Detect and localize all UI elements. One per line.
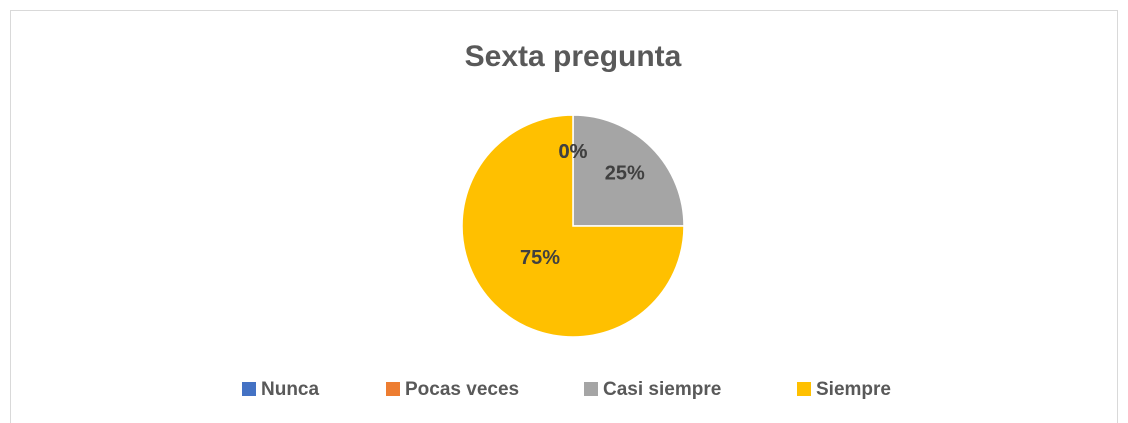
pie-slice <box>461 114 685 338</box>
legend-swatch <box>584 382 598 396</box>
legend-label: Pocas veces <box>405 379 519 400</box>
legend-label: Siempre <box>816 379 891 400</box>
legend-label: Nunca <box>261 379 320 400</box>
legend-swatch <box>386 382 400 396</box>
data-label: 25% <box>605 162 645 184</box>
pie-slice <box>572 114 685 227</box>
legend-swatch <box>797 382 811 396</box>
data-label: 0% <box>559 141 588 163</box>
legend-label: Casi siempre <box>603 379 721 400</box>
data-label: 0% <box>559 141 588 163</box>
chart-title: Sexta pregunta <box>465 40 682 73</box>
data-label: 75% <box>520 247 560 269</box>
legend-swatch <box>242 382 256 396</box>
